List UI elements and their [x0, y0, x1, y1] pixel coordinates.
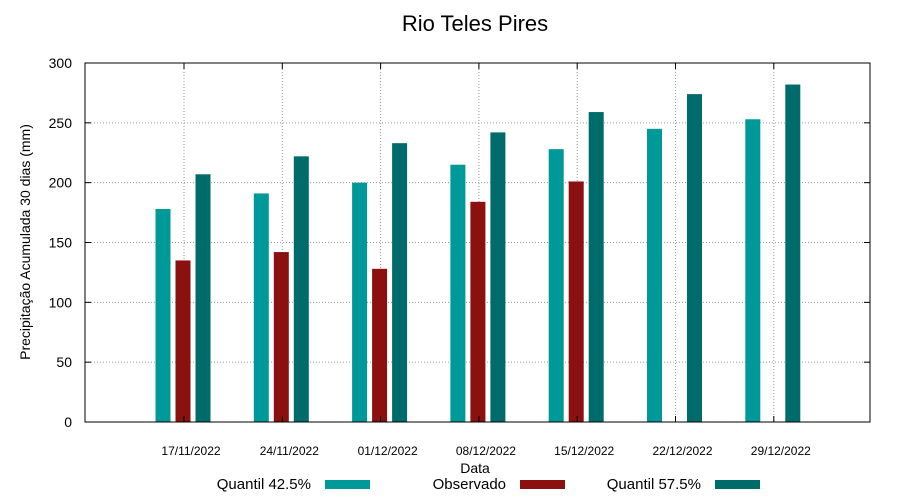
bar-1 [253, 193, 269, 422]
x-tick-label: 22/12/2022 [652, 444, 712, 458]
bar-2 [372, 268, 388, 422]
legend-label: Quantil 57.5% [607, 476, 701, 493]
x-tick-label: 08/12/2022 [456, 444, 516, 458]
bar-1 [155, 208, 171, 422]
y-tick-label: 200 [49, 175, 73, 191]
bars [155, 84, 801, 423]
bar-2 [568, 181, 584, 422]
bar-1 [745, 119, 761, 422]
x-tick-label: 24/11/2022 [260, 444, 319, 458]
bar-1 [548, 149, 564, 422]
legend: Quantil 42.5% Observado Quantil 57.5% [217, 476, 760, 493]
x-tick-label: 29/12/2022 [751, 444, 811, 458]
bar-2 [175, 260, 191, 422]
bar-3 [588, 112, 604, 423]
y-tick-label: 150 [49, 235, 73, 251]
chart-title: Rio Teles Pires [402, 11, 548, 36]
x-axis-label: Data [460, 460, 490, 476]
y-axis-label: Precipitação Acumulada 30 dias (mm) [17, 124, 33, 360]
bar-1 [450, 164, 466, 422]
bar-3 [195, 174, 211, 422]
x-axis: 17/11/2022 24/11/2022 01/12/2022 08/12/2022… [161, 63, 811, 458]
x-tick-label: 17/11/2022 [161, 444, 220, 458]
bar-2 [273, 252, 289, 422]
bar-3 [687, 94, 702, 422]
bar-3 [392, 143, 408, 422]
bar-3 [490, 132, 506, 422]
y-tick-label: 100 [49, 294, 73, 310]
grid-lines [85, 63, 870, 422]
y-tick-label: 300 [49, 55, 73, 71]
bar-1 [647, 128, 662, 423]
bar-1 [352, 182, 368, 422]
y-axis: 0 50 100 150 200 250 300 [49, 55, 870, 430]
y-tick-label: 250 [49, 115, 73, 131]
x-tick-label: 15/12/2022 [554, 444, 614, 458]
bar-3 [293, 156, 309, 422]
legend-label: Quantil 42.5% [217, 476, 311, 493]
legend-label: Observado [433, 476, 506, 493]
bar-2 [470, 201, 486, 422]
bar-3 [785, 84, 801, 422]
y-tick-label: 0 [64, 414, 72, 430]
y-tick-label: 50 [56, 354, 72, 370]
legend-swatch [520, 480, 565, 489]
x-tick-label: 01/12/2022 [358, 444, 418, 458]
legend-swatch [715, 480, 760, 489]
legend-swatch [325, 480, 370, 489]
